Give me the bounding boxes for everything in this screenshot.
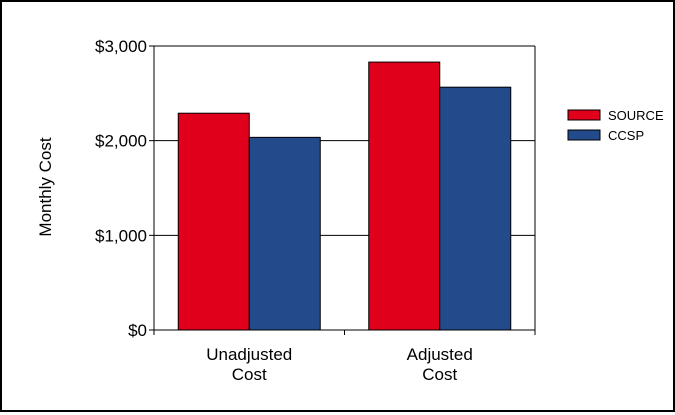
- legend-swatch-ccsp: [567, 129, 601, 141]
- y-tick-label: $2,000: [95, 132, 147, 151]
- x-ticks: Unadjusted Cost Adjusted Cost: [153, 330, 536, 384]
- bar-source-0: [177, 112, 250, 331]
- y-axis-label: Monthly Cost: [36, 137, 55, 236]
- legend: SOURCE CCSP: [567, 108, 664, 143]
- bar-chart: $0 $1,000 $2,000 $3,000 Unadjusted Cost Adjus…: [36, 37, 664, 384]
- bar-ccsp-0: [248, 136, 321, 331]
- x-tick-label: Adjusted Cost: [407, 345, 473, 384]
- bars: [177, 61, 512, 331]
- y-ticks: $0 $1,000 $2,000 $3,000: [95, 37, 154, 340]
- legend-label-source: SOURCE: [608, 108, 664, 123]
- bar-source-1: [368, 61, 441, 331]
- y-tick-label: $0: [128, 321, 147, 340]
- y-tick-label: $1,000: [95, 226, 147, 245]
- legend-swatch-source: [567, 109, 601, 121]
- bar-ccsp-1: [439, 86, 512, 331]
- y-tick-label: $3,000: [95, 37, 147, 56]
- x-tick-label: Unadjusted Cost: [206, 345, 292, 384]
- legend-label-ccsp: CCSP: [608, 128, 644, 143]
